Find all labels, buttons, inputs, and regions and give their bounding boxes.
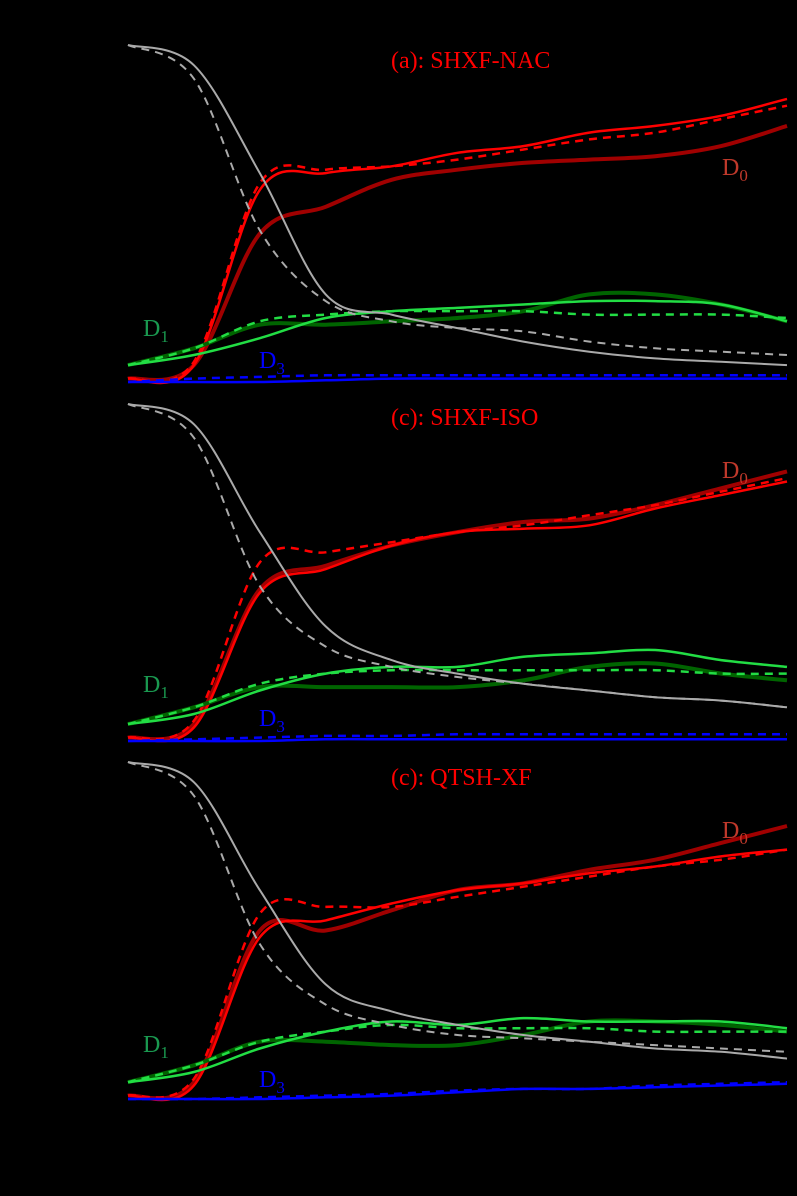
panel-a-title: (a): SHXF-NAC [391,48,550,74]
panel-c: (c): QTSH-XF D0 D1 D3 [127,761,788,1102]
panel-a-label-d3: D3 [259,348,285,378]
curve-gray [127,761,788,1060]
curve-d3-ref [127,373,787,384]
panel-c-label-d3: D3 [259,1067,285,1097]
panel-b-label-d3: D3 [259,706,285,736]
curve-d1-dark [127,290,788,368]
curve-d1-dark [127,661,788,727]
curve-d0-dark [127,824,788,1101]
panel-b-label-d1: D1 [143,672,169,702]
curve-gray-ref [127,403,788,709]
curve-d1-bright-ref [127,1023,787,1084]
panel-c-title: (c): QTSH-XF [391,765,532,791]
panel-a-curves [127,44,788,385]
curve-d3-ref [127,1080,788,1101]
curve-d1-bright [127,299,788,367]
panel-a: (a): SHXF-NAC D0 D1 D3 [127,44,788,385]
curve-gray [127,44,788,367]
curve-d1-bright-ref [127,668,788,726]
panel-c-label-d1: D1 [143,1032,169,1062]
panel-b-curves [127,403,788,743]
curve-d1-bright-ref [127,309,788,367]
panel-a-label-d1: D1 [143,316,169,346]
curve-d0-bright-ref [127,476,788,741]
curve-d0-bright [127,848,788,1102]
curve-d3-ref [127,732,788,743]
curve-d0-bright-ref [127,848,788,1099]
curve-d0-bright-ref [127,104,788,383]
curve-d0-bright [127,97,788,385]
panel-c-label-d0: D0 [722,818,748,848]
curve-gray-ref [127,44,788,356]
curve-d0-dark [127,123,788,383]
panel-c-curves [127,761,788,1102]
curve-d3 [128,737,787,743]
panel-b-label-d0: D0 [722,458,748,488]
curve-d1-bright [127,648,788,726]
panel-b: (c): SHXF-ISO D0 D1 D3 [127,403,788,743]
curve-gray-ref [127,761,788,1053]
curve-d3 [128,1082,788,1101]
panel-a-label-d0: D0 [722,155,748,185]
panel-b-title: (c): SHXF-ISO [391,405,538,431]
curve-d3 [128,377,787,384]
